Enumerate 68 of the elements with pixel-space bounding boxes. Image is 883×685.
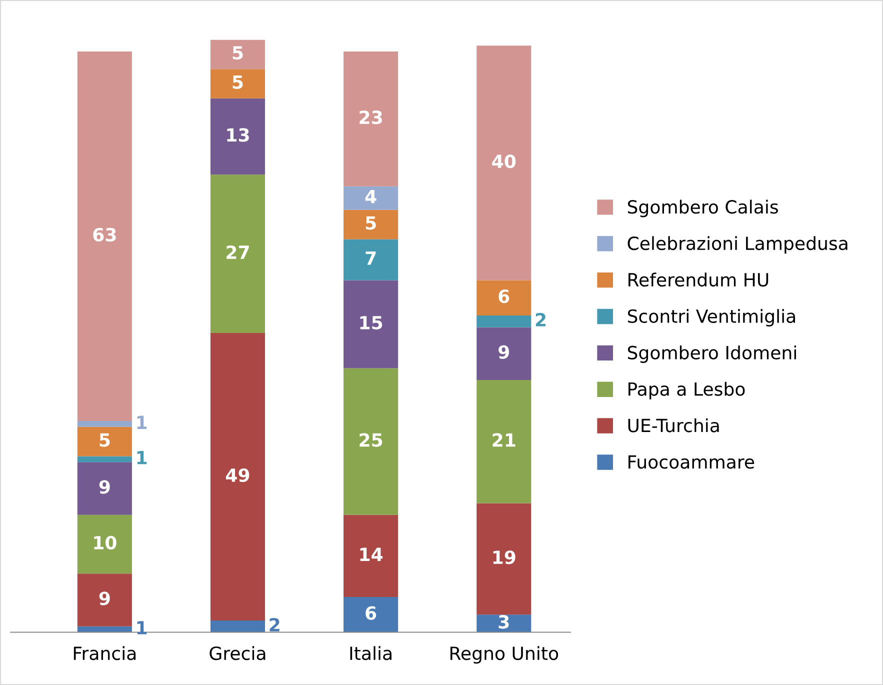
bar <box>344 514 398 598</box>
data-label: 5 <box>100 433 110 447</box>
data-label: 2 <box>270 618 280 632</box>
bar <box>77 426 132 456</box>
legend-label: Fuocoammare <box>628 455 754 469</box>
bar <box>210 69 266 98</box>
bar <box>77 51 132 422</box>
bar <box>77 514 132 574</box>
bar <box>476 315 532 328</box>
x-tick-label: Regno Unito <box>450 646 558 664</box>
data-label: 1 <box>137 451 147 464</box>
data-label: 9 <box>99 592 110 606</box>
data-label: 5 <box>366 216 376 230</box>
data-label: 5 <box>232 46 243 60</box>
legend-label: Scontri Ventimiglia <box>628 309 796 327</box>
bar <box>77 456 132 462</box>
bar <box>476 280 532 316</box>
data-label: 7 <box>366 252 376 265</box>
data-label: 6 <box>366 606 376 620</box>
data-label: 6 <box>498 289 510 304</box>
bar <box>344 186 398 210</box>
bar <box>344 239 398 280</box>
bar <box>344 368 398 515</box>
bar <box>77 421 132 427</box>
data-label: 3 <box>498 615 509 629</box>
bar <box>476 46 532 280</box>
legend-label: Sgombero Calais <box>628 200 778 218</box>
data-label: 14 <box>360 548 383 561</box>
data-label: 5 <box>232 76 243 89</box>
bar <box>344 51 398 186</box>
bar <box>344 597 398 632</box>
legend-label: Papa a Lesbo <box>628 382 745 400</box>
data-label: 13 <box>227 128 249 142</box>
data-label: 27 <box>226 245 249 259</box>
x-tick-label: Francia <box>74 646 136 660</box>
bar <box>476 503 532 615</box>
bar <box>77 574 132 626</box>
data-label: 9 <box>498 345 510 359</box>
legend-label: Celebrazioni Lampedusa <box>628 236 848 254</box>
data-label: 15 <box>360 316 382 330</box>
data-label: 21 <box>492 433 516 447</box>
x-tick-label: Grecia <box>210 646 266 660</box>
bar <box>210 333 266 621</box>
bar <box>210 40 266 70</box>
data-label: 1 <box>137 621 147 634</box>
data-label: 2 <box>536 312 546 326</box>
legend-label: Referendum HU <box>628 272 768 287</box>
x-tick-label: Italia <box>350 646 392 660</box>
bar <box>210 174 266 334</box>
legend-label: Sgombero Idomeni <box>628 345 796 363</box>
bar <box>210 98 266 175</box>
bar <box>77 462 132 515</box>
data-label: 23 <box>360 110 382 124</box>
data-label: 1 <box>137 416 147 429</box>
bar <box>344 280 398 368</box>
bar <box>344 210 398 240</box>
data-label: 63 <box>93 228 116 242</box>
data-label: 19 <box>493 550 516 564</box>
data-label: 4 <box>365 190 376 204</box>
data-label: 9 <box>99 480 110 494</box>
bar <box>476 380 532 504</box>
data-label: 10 <box>94 536 116 550</box>
data-label: 25 <box>360 433 382 447</box>
bar <box>476 327 532 380</box>
bar <box>210 620 266 632</box>
legend-label: UE-Turchia <box>628 418 719 432</box>
data-label: 40 <box>492 154 516 168</box>
data-label: 49 <box>226 468 250 482</box>
